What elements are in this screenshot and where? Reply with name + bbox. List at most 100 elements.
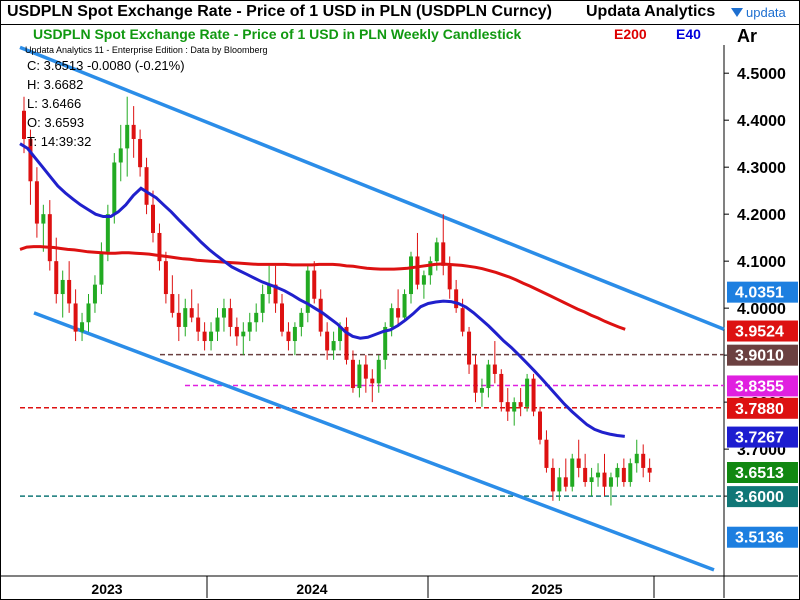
candle-body (325, 331, 330, 351)
y-tick-label: 4.0000 (737, 301, 786, 318)
candle-body (615, 467, 620, 478)
candle-body (286, 331, 291, 342)
candle-body (221, 308, 226, 318)
candle-body (550, 467, 555, 492)
candle-body (402, 294, 407, 318)
candle-body (299, 312, 304, 327)
candle-body (628, 463, 633, 483)
candle-body (538, 411, 542, 440)
x-tick-label: 2023 (91, 581, 122, 597)
price-tag-bg (727, 281, 798, 303)
candle-body (376, 359, 381, 384)
candle-body (99, 251, 104, 285)
price-tag-label: 3.7880 (735, 401, 784, 418)
candle-body (241, 331, 246, 337)
grid-layer (0, 45, 798, 598)
candle-body (112, 162, 117, 215)
candle-body (350, 359, 355, 389)
candle-body (641, 453, 646, 468)
data-source-note: Updata Analytics 11 - Enterprise Edition… (25, 45, 268, 55)
title-bar: USDPLN Spot Exchange Rate - Price of 1 U… (0, 0, 800, 25)
price-tag-label: 3.6513 (735, 465, 784, 482)
candle-body (273, 284, 278, 304)
readout-time: T: 14:39:32 (27, 134, 92, 149)
candle-body (28, 138, 33, 182)
candle-body (383, 326, 388, 360)
candle-body (118, 148, 123, 163)
candle-body (589, 477, 594, 483)
y-tick-label: 4.2000 (737, 207, 786, 224)
candle-body (54, 261, 59, 295)
candle-body (447, 265, 452, 290)
readout-close: C: 3.6513 -0.0080 (-0.21%) (27, 58, 185, 73)
candle-body (131, 124, 136, 139)
candle-body (338, 326, 343, 342)
price-tag-label: 3.6000 (735, 489, 784, 506)
candle-body (196, 317, 201, 332)
candle-body (467, 331, 472, 365)
x-tick-label: 2024 (296, 581, 327, 597)
window-title: USDPLN Spot Exchange Rate - Price of 1 U… (7, 3, 552, 20)
candle-body (151, 204, 155, 233)
price-tag-label: 3.7267 (735, 430, 784, 447)
candle-body (505, 402, 510, 412)
price-tag-label: 3.9524 (735, 324, 784, 341)
candle-body (415, 256, 420, 285)
candle-body (512, 402, 517, 412)
price-tag-bg (727, 486, 798, 508)
legend-e200: E200 (614, 26, 647, 42)
candle-body (318, 298, 323, 332)
candle-body (570, 458, 575, 487)
candle-body (621, 467, 626, 483)
candle-body (125, 124, 130, 149)
candle-body (602, 472, 607, 487)
y-tick-label: 4.4000 (737, 113, 786, 130)
candle-body (47, 214, 52, 262)
candle-body (370, 378, 375, 384)
candle-body (215, 317, 220, 332)
candle-body (86, 303, 91, 323)
candle-body (344, 326, 349, 360)
candle-body (260, 294, 265, 313)
brand-name: Updata Analytics (586, 3, 716, 20)
price-tag-bg (727, 426, 798, 448)
horizontal-levels-layer (20, 353, 724, 497)
candle-body (486, 364, 491, 389)
candle-body (525, 378, 530, 407)
y-tick-label: 4.1000 (737, 254, 786, 271)
candle-body (563, 477, 568, 487)
chart-subtitle: USDPLN Spot Exchange Rate - Price of 1 U… (33, 26, 522, 42)
logo-mark-icon (731, 7, 743, 17)
candle-body (576, 458, 581, 468)
price-tag-bg (727, 375, 798, 397)
candle-body (202, 331, 207, 342)
candle-body (60, 279, 65, 295)
candle-body (409, 256, 413, 295)
candle-body (492, 364, 497, 374)
scale-type-label[interactable]: Ar (737, 26, 758, 46)
candle-body (247, 322, 252, 332)
candle-body (596, 472, 601, 478)
candle-body (363, 364, 368, 379)
ema40-line (19, 142, 625, 438)
candle-body (183, 308, 188, 327)
candle-body (441, 242, 446, 266)
candle-body (254, 312, 259, 323)
candle-body (479, 388, 484, 393)
candle-body (608, 477, 613, 487)
channel-line-upper (19, 45, 725, 331)
candle-body (305, 270, 310, 313)
candle-body (518, 402, 523, 407)
x-tick-label: 2025 (531, 581, 562, 597)
candle-body (396, 308, 401, 318)
candle-body (421, 275, 426, 285)
candle-body (22, 110, 26, 139)
date-axis-layer: 2023 2024 2025 (91, 576, 655, 598)
logo-text: updata (746, 4, 786, 20)
candle-body (92, 284, 97, 304)
candle-body (267, 284, 272, 295)
channel-line-lower (33, 311, 715, 572)
candle-body (473, 364, 478, 393)
candle-body (280, 303, 284, 332)
